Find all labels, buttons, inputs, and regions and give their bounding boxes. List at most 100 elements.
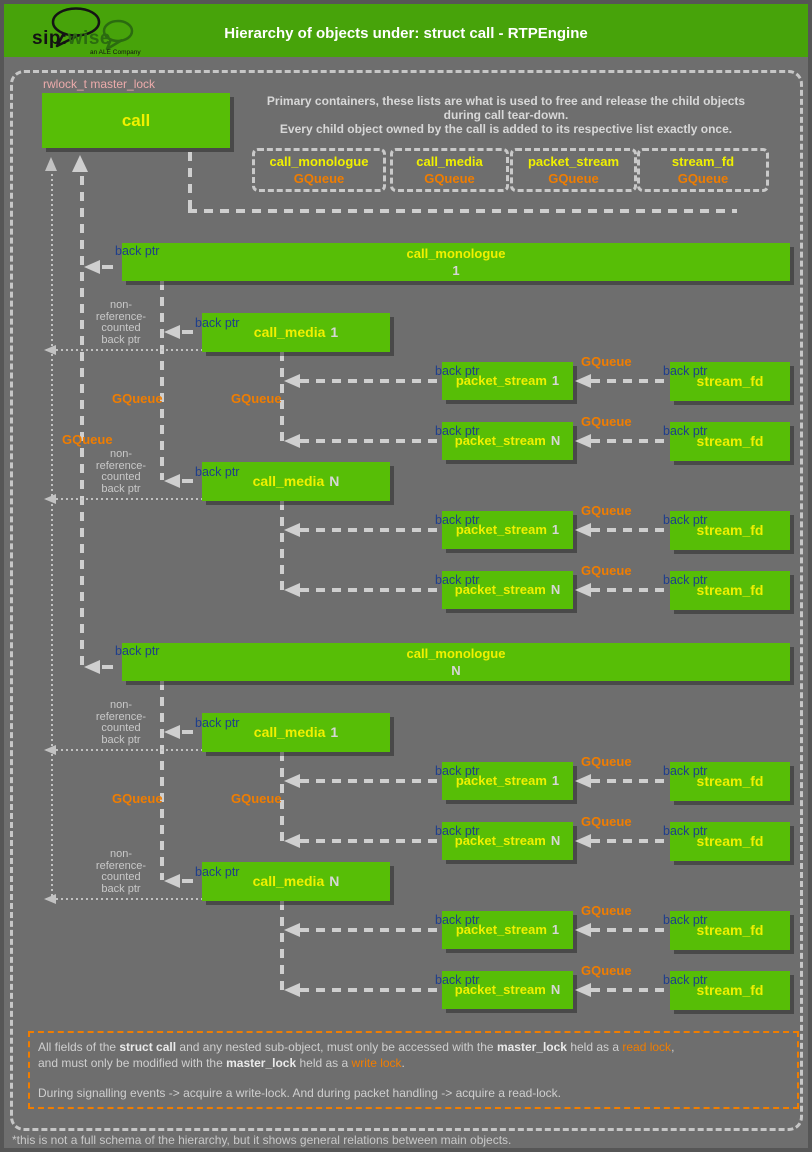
backptr-dash xyxy=(102,665,113,669)
packet-stream-box: packet_stream N xyxy=(442,971,573,1009)
non-ref-label-line: non- xyxy=(109,299,133,311)
box-index: N xyxy=(550,982,561,997)
backptr-up-arrow-icon xyxy=(72,155,88,172)
box-name: packet_stream xyxy=(455,522,547,537)
container-name: call_media xyxy=(416,154,483,169)
backptr-arrowhead-icon xyxy=(575,834,591,848)
back-ptr-label: back ptr xyxy=(663,424,708,438)
packet-stream-backptr-row xyxy=(300,528,442,532)
box-index: N xyxy=(550,833,561,848)
container-type: GQueue xyxy=(424,171,475,186)
non-ref-backptr-label: non-reference-counted back ptr xyxy=(93,299,149,346)
monologue-name: call_monologue xyxy=(406,246,506,261)
packet-stream-backptr-row xyxy=(300,928,442,932)
gqueue-arrowhead-icon xyxy=(284,374,300,388)
back-ptr-label: back ptr xyxy=(663,364,708,378)
backptr-dash xyxy=(102,265,113,269)
non-ref-backptr-trunk xyxy=(51,174,53,901)
container-name: packet_stream xyxy=(527,154,620,169)
call-box: call xyxy=(42,93,230,148)
back-ptr-label: back ptr xyxy=(435,913,480,927)
non-ref-label-line: reference- xyxy=(95,459,147,472)
gqueue-label: GQueue xyxy=(581,503,632,518)
non-ref-label-line: counted xyxy=(101,722,141,734)
packet-stream-backptr-row xyxy=(300,988,442,992)
box-index: 1 xyxy=(551,922,560,937)
non-ref-backptr-row xyxy=(46,749,202,751)
non-ref-label-line: counted xyxy=(101,322,141,334)
lock-term: write lock xyxy=(351,1056,402,1070)
gqueue-arrowhead-icon xyxy=(284,583,300,597)
box-index: N xyxy=(550,433,561,448)
box-name: packet_stream xyxy=(455,773,547,788)
containers-connector-vertical xyxy=(188,152,192,209)
monologue-gqueue-line xyxy=(160,281,164,480)
packet-stream-box: packet_stream 1 xyxy=(442,762,573,800)
box-name: stream_fd xyxy=(696,373,764,389)
logo-sip: sip: xyxy=(32,28,68,49)
non-ref-arrowhead-icon xyxy=(44,345,56,355)
note-text: During signalling events -> acquire a wr… xyxy=(38,1086,561,1100)
intro-line: during call tear-down. xyxy=(443,108,569,122)
box-index: 1 xyxy=(330,724,339,740)
backptr-dash xyxy=(182,330,193,334)
packet-stream-box: packet_stream N xyxy=(442,822,573,860)
media-gqueue-line xyxy=(280,352,284,441)
gqueue-arrowhead-icon xyxy=(284,774,300,788)
stream-fd-box: stream_fd xyxy=(670,511,790,550)
box-name: stream_fd xyxy=(696,582,764,598)
call-media-box: call_media N xyxy=(202,862,390,901)
primary-container-call_media: call_media GQueue xyxy=(390,148,509,192)
gqueue-arrowhead-icon xyxy=(284,923,300,937)
packet-stream-box: packet_stream N xyxy=(442,571,573,609)
logo-tagline: an ALE Company xyxy=(90,49,141,56)
monologue-gqueue-line xyxy=(160,681,164,880)
backptr-arrowhead-icon xyxy=(575,434,591,448)
backptr-dash xyxy=(182,879,193,883)
back-ptr-label: back ptr xyxy=(663,973,708,987)
call-media-box: call_media 1 xyxy=(202,713,390,752)
stream-fd-backptr-row xyxy=(591,379,670,383)
non-ref-label-line: non- xyxy=(109,699,133,711)
intro-line: Every child object owned by the call is … xyxy=(279,122,733,136)
stream-fd-backptr-row xyxy=(591,988,670,992)
back-ptr-label: back ptr xyxy=(663,764,708,778)
box-name: stream_fd xyxy=(696,982,764,998)
non-ref-arrowhead-icon xyxy=(44,894,56,904)
packet-stream-backptr-row xyxy=(300,439,442,443)
stream-fd-backptr-row xyxy=(591,528,670,532)
footnote: *this is not a full schema of the hierar… xyxy=(12,1133,512,1147)
monologue-index: 1 xyxy=(452,263,460,278)
non-ref-backptr-row xyxy=(46,898,202,900)
gqueue-label: GQueue xyxy=(581,354,632,369)
backptr-dash xyxy=(182,730,193,734)
back-ptr-label: back ptr xyxy=(663,913,708,927)
non-ref-backptr-up-arrow-icon xyxy=(45,157,57,171)
packet-stream-box: packet_stream 1 xyxy=(442,362,573,400)
locking-notes: All fields of the struct call and any ne… xyxy=(28,1031,799,1109)
locking-note-line: All fields of the struct call and any ne… xyxy=(38,1039,789,1055)
note-text: and any nested sub-object, must only be … xyxy=(176,1040,497,1054)
stream-fd-box: stream_fd xyxy=(670,822,790,861)
non-ref-label-line: reference- xyxy=(95,710,147,723)
non-ref-label-line: reference- xyxy=(95,310,147,323)
non-ref-backptr-label: non-reference-counted back ptr xyxy=(93,699,149,746)
note-text: All fields of the xyxy=(38,1040,120,1054)
note-text: . xyxy=(401,1056,405,1070)
non-ref-label-line: reference- xyxy=(95,859,147,872)
gqueue-label: GQueue xyxy=(62,432,113,447)
primary-container-stream_fd: stream_fd GQueue xyxy=(637,148,769,192)
back-ptr-label: back ptr xyxy=(435,764,480,778)
logo-wise: wise xyxy=(67,28,111,49)
box-index: 1 xyxy=(551,773,560,788)
box-index: N xyxy=(329,473,340,489)
back-ptr-label: back ptr xyxy=(115,244,160,258)
non-ref-label-line: back ptr xyxy=(101,333,141,346)
note-text: held as a xyxy=(296,1056,352,1070)
packet-stream-backptr-row xyxy=(300,779,442,783)
header: sip:wise an ALE Company Hierarchy of obj… xyxy=(4,4,808,57)
logo-wordmark: sip:wise xyxy=(32,28,111,50)
box-index: 1 xyxy=(551,373,560,388)
back-ptr-label: back ptr xyxy=(435,573,480,587)
box-name: packet_stream xyxy=(454,582,546,597)
